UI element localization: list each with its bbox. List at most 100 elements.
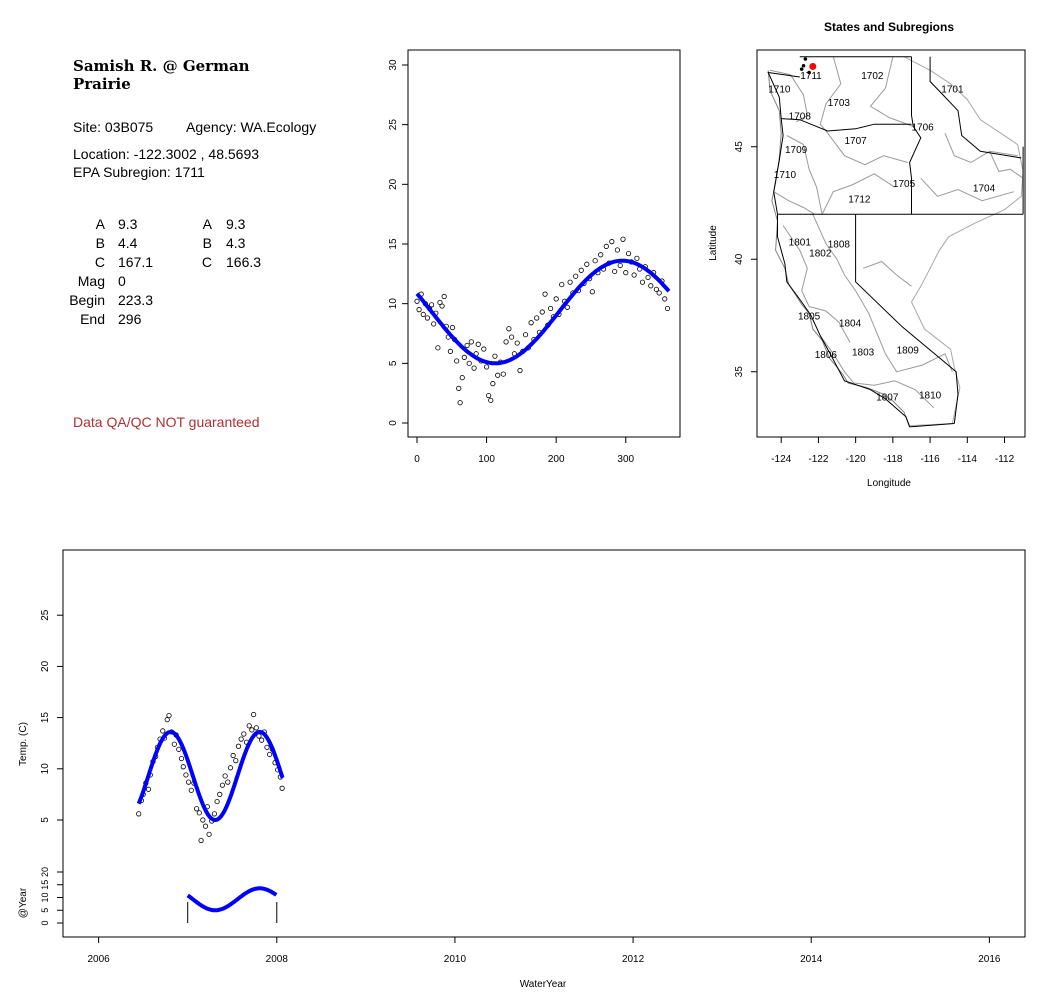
doy-point [495,372,501,378]
ts-point [198,837,204,844]
site-marker [809,62,817,70]
ts-point [196,810,202,816]
doy-point [486,392,492,399]
ts-point [160,728,166,734]
map-ylabel: Latitude [708,225,719,261]
ts-y-tick-label: 15 [40,712,51,724]
ts-point [202,823,209,829]
map-title: States and Subregions [824,20,954,34]
ts-point [217,791,223,798]
param-value: 223.3 [118,292,154,308]
subregion-boundary [786,135,823,215]
param-label: A [202,216,212,232]
param-label: B [202,235,212,251]
param-value: 9.3 [226,216,246,232]
map-x-tick-label: -120 [846,454,866,465]
region-label: 1711 [800,71,822,82]
doy-point [500,371,506,377]
ts-y-tick-label: 25 [40,609,51,621]
agency: Agency: WA.Ecology [186,119,317,135]
param-label: C [94,254,105,270]
region-label: 1704 [973,183,996,194]
doy-point [490,381,496,387]
ts-x-tick-label: 2008 [266,954,289,965]
doy-point [447,348,454,354]
param-label: End [80,311,105,327]
doy-point [553,296,559,302]
doy-fit-curve [415,258,671,366]
site-id: Site: 03B075 [73,119,154,135]
doy-point [459,375,465,381]
region-label: 1808 [828,240,851,251]
subregion-boundary [808,306,851,343]
map-x-tick-label: -112 [995,454,1015,465]
region-label: 1807 [876,393,899,404]
ts-point [267,751,273,758]
subregion-boundary [827,132,908,166]
region-label: 1802 [809,249,832,260]
doy-point [653,286,659,292]
param-value: 9.3 [118,216,138,232]
subregion: EPA Subregion: 1711 [73,164,205,180]
param-label: Mag [77,273,105,289]
ts-point [145,786,152,792]
region-label: 1707 [845,136,868,147]
ts-point [178,755,185,762]
subregion-boundary [773,191,815,215]
doy-point [612,268,618,275]
doy-point [488,397,494,403]
doy-point [534,315,540,321]
ts-point [194,806,200,812]
subregion-boundary [819,335,855,384]
site-title: Samish R. @ German Prairie [73,57,250,93]
ts-x-tick-label: 2014 [800,954,823,965]
region-label: 1709 [785,145,808,156]
subregion-boundary [896,353,953,373]
subregion-boundary [869,56,914,127]
doy-point [584,261,590,267]
param-label: B [95,235,105,251]
param-value: 4.3 [226,235,246,251]
ts-point [166,712,172,719]
doy-point [424,315,431,321]
ts-x-tick-label: 2012 [622,954,645,965]
doy-point [634,255,640,261]
map-x-tick-label: -122 [808,454,828,465]
map-y-tick-label: 45 [734,141,745,153]
doy-point [564,304,570,310]
doy-point [578,267,584,273]
doy-point [625,250,632,257]
ts-point [251,711,257,718]
map-x-tick-label: -116 [920,454,940,465]
doy-point [623,270,629,276]
doy-y-tick-label: 10 [388,298,399,310]
ts-point [206,831,212,837]
doy-point [461,354,467,360]
ts-point [200,817,206,823]
doy-point [645,274,651,281]
doy-point [567,279,573,285]
subregion-boundary [821,173,895,215]
map-plot: States and Subregions -124 -122 -120 -118 -1… [708,20,1026,489]
ts-point [259,737,265,743]
doy-point [548,305,554,312]
ts-plot-frame [62,549,1026,938]
param-value: 167.1 [118,254,154,270]
doy-point [414,298,420,304]
doy-point [648,283,654,289]
ts-y-tick-label: 10 [40,763,51,775]
ts-point [214,798,220,805]
subregion-boundary [862,260,912,287]
ts-point [241,731,247,737]
ts-point [246,723,252,729]
map-frame [756,49,1026,438]
subregion-boundary [819,56,842,134]
doy-point [603,243,609,249]
subregion-boundary [812,214,857,291]
subregion-boundary [853,380,935,409]
map-axes: -124 -122 -120 -118 -116 -114 -112 35 40 45 [734,141,1015,465]
doy-point [420,311,426,318]
doy-point [464,342,470,349]
doy-point [441,293,447,300]
